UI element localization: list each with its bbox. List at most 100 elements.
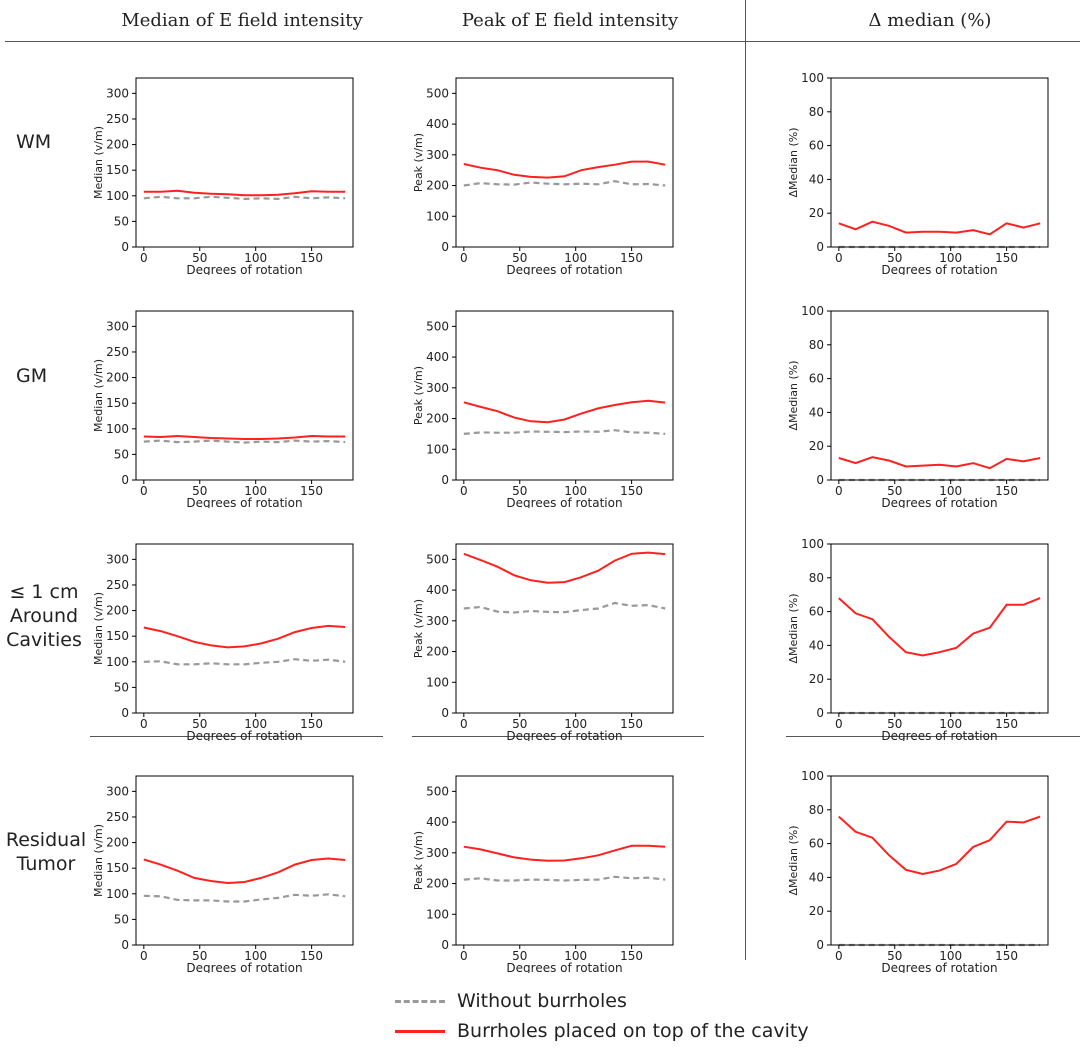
y-tick-label: 50 — [114, 680, 129, 694]
x-axis-label: Degrees of rotation — [186, 961, 302, 973]
y-tick-label: 0 — [816, 240, 824, 254]
x-axis-label: Degrees of rotation — [506, 263, 622, 275]
series-line-with-burrholes — [838, 815, 1041, 876]
y-tick-label: 40 — [809, 172, 824, 186]
column-header-peak: Peak of E field intensity — [461, 10, 679, 31]
y-tick-label: 400 — [426, 815, 449, 829]
y-tick-label: 100 — [801, 537, 824, 551]
header-rule — [5, 41, 1080, 42]
plot-frame — [830, 77, 1049, 248]
y-tick-label: 0 — [441, 473, 449, 487]
y-tick-label: 40 — [809, 405, 824, 419]
x-tick-label: 0 — [140, 949, 148, 963]
x-tick-label: 150 — [995, 949, 1018, 963]
solid-line-icon — [395, 1029, 445, 1033]
y-tick-label: 250 — [106, 345, 129, 359]
row-separator-right — [786, 736, 1080, 737]
y-tick-label: 0 — [816, 706, 824, 720]
y-tick-label: 200 — [426, 877, 449, 891]
series-line-without-burrholes — [143, 439, 346, 444]
x-axis-label: Degrees of rotation — [881, 496, 997, 508]
y-tick-label: 200 — [426, 412, 449, 426]
legend-label-with: Burrholes placed on top of the cavity — [457, 1020, 809, 1042]
series-line-with-burrholes — [143, 624, 346, 649]
row-label-gm: GM — [16, 365, 48, 387]
plot-frame — [830, 775, 1049, 946]
y-axis-label: Median (v/m) — [92, 359, 105, 432]
x-axis-label: Degrees of rotation — [186, 263, 302, 275]
plot-frame — [455, 310, 674, 481]
x-tick-label: 100 — [564, 484, 587, 498]
y-tick-label: 150 — [106, 163, 129, 177]
x-tick-label: 0 — [835, 251, 843, 265]
x-tick-label: 50 — [512, 949, 527, 963]
x-axis-label: Degrees of rotation — [506, 496, 622, 508]
y-tick-label: 300 — [106, 86, 129, 100]
x-tick-label: 100 — [244, 717, 267, 731]
x-tick-label: 150 — [995, 717, 1018, 731]
series-line-with-burrholes — [838, 220, 1041, 236]
y-tick-label: 0 — [441, 938, 449, 952]
y-tick-label: 400 — [426, 117, 449, 131]
x-tick-label: 150 — [995, 484, 1018, 498]
column-header-delta: Δ median (%) — [868, 10, 992, 31]
x-axis-label: Degrees of rotation — [506, 961, 622, 973]
y-tick-label: 60 — [809, 139, 824, 153]
y-tick-label: 100 — [801, 304, 824, 318]
y-tick-label: 20 — [809, 672, 824, 686]
y-tick-label: 100 — [106, 655, 129, 669]
y-axis-label: Median (v/m) — [92, 592, 105, 665]
x-tick-label: 100 — [564, 717, 587, 731]
y-axis-label: Median (v/m) — [92, 824, 105, 897]
x-tick-label: 150 — [995, 251, 1018, 265]
y-tick-label: 200 — [426, 179, 449, 193]
x-tick-label: 150 — [300, 949, 323, 963]
y-tick-label: 0 — [121, 473, 129, 487]
row-label-tumor: Residual Tumor — [3, 828, 89, 876]
x-tick-label: 0 — [835, 717, 843, 731]
y-axis-label: ΔMedian (%) — [787, 127, 800, 197]
series-line-with-burrholes — [143, 434, 346, 440]
y-tick-label: 40 — [809, 870, 824, 884]
y-tick-label: 50 — [114, 912, 129, 926]
dashed-line-icon — [395, 999, 445, 1003]
y-tick-label: 100 — [801, 71, 824, 85]
y-tick-label: 80 — [809, 571, 824, 585]
y-axis-label: Median (v/m) — [92, 126, 105, 199]
series-line-with-burrholes — [838, 456, 1041, 470]
x-axis-label: Degrees of rotation — [506, 729, 622, 741]
column-divider — [745, 0, 746, 960]
y-tick-label: 400 — [426, 583, 449, 597]
x-axis-label: Degrees of rotation — [186, 729, 302, 741]
row-label-line: ≤ 1 cm — [9, 581, 79, 603]
x-tick-label: 0 — [460, 949, 468, 963]
row-label-wm: WM — [16, 131, 52, 153]
x-tick-label: 0 — [460, 251, 468, 265]
series-line-with-burrholes — [463, 160, 666, 179]
y-tick-label: 40 — [809, 638, 824, 652]
plot-frame — [135, 77, 354, 248]
row-label-cavities: ≤ 1 cm Around Cavities — [6, 580, 82, 652]
row-label-line: Residual — [5, 829, 87, 851]
y-tick-label: 300 — [106, 784, 129, 798]
x-tick-label: 100 — [939, 717, 962, 731]
series-line-with-burrholes — [143, 189, 346, 197]
x-tick-label: 150 — [620, 949, 643, 963]
y-tick-label: 20 — [809, 904, 824, 918]
x-tick-label: 0 — [835, 949, 843, 963]
series-line-with-burrholes — [463, 399, 666, 424]
x-tick-label: 50 — [887, 717, 902, 731]
x-axis-label: Degrees of rotation — [881, 729, 997, 741]
y-tick-label: 150 — [106, 396, 129, 410]
y-tick-label: 60 — [809, 605, 824, 619]
plot-frame — [135, 543, 354, 714]
x-tick-label: 100 — [939, 251, 962, 265]
